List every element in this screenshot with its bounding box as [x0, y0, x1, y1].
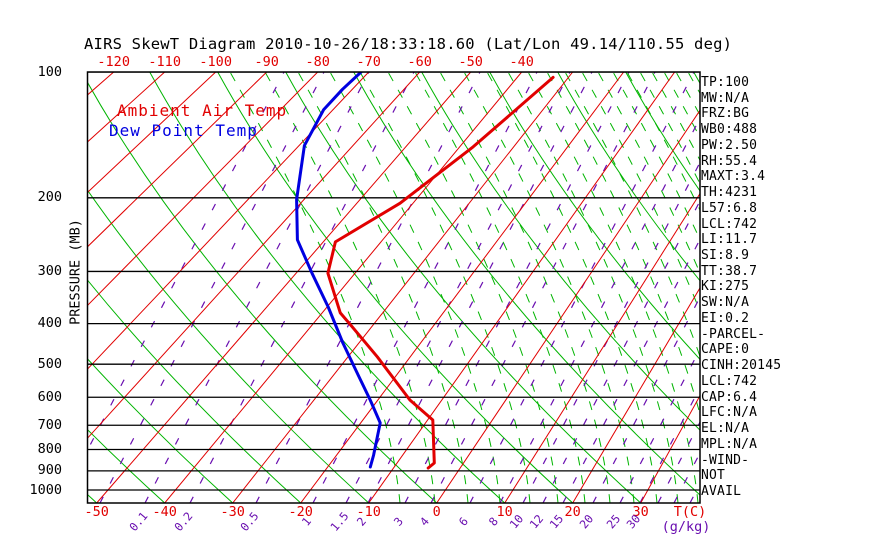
bottom-temp-tick: -10: [356, 504, 381, 520]
pressure-tick: 800: [37, 440, 62, 457]
bottom-temp-tick: 30: [632, 504, 649, 520]
stat-line: MAXT:3.4: [701, 169, 766, 185]
stat-line: CAP:6.4: [701, 389, 758, 405]
top-temp-tick: -90: [254, 54, 279, 70]
page-title: AIRS SkewT Diagram 2010-10-26/18:33:18.6…: [84, 35, 733, 53]
dry-adiabat-grid: [87, 72, 700, 503]
stat-line: WB0:488: [701, 122, 758, 138]
bottom-temp-tick: 20: [564, 504, 581, 520]
pressure-tick: 700: [37, 416, 62, 433]
bottom-temp-tick: -20: [288, 504, 313, 520]
stat-line: LCL:742: [701, 216, 758, 232]
stat-line: NOT: [701, 468, 726, 484]
pressure-tick: 1000: [29, 481, 62, 498]
plot-frame: [86, 71, 701, 504]
stat-line: FRZ:BG: [701, 106, 750, 122]
top-temp-tick: -120: [97, 54, 130, 70]
ambient-air-temp-line: [326, 75, 555, 470]
stat-line: RH:55.4: [701, 153, 758, 169]
pressure-tick: 400: [37, 315, 62, 332]
bottom-temp-tick: 0: [432, 504, 441, 520]
dew-point-temp-line: [295, 72, 382, 469]
moist-adiabat-grid: [229, 72, 700, 503]
legend-ambient-air-temp: Ambient Air Temp: [117, 101, 288, 120]
bottom-temp-tick: -40: [152, 504, 177, 520]
pressure-tick: 600: [37, 388, 62, 405]
stat-line: CAPE:0: [701, 342, 750, 358]
pressure-tick: 200: [37, 189, 62, 206]
stat-line: LCL:742: [701, 373, 758, 389]
legend-dew-point-temp: Dew Point Temp: [109, 121, 258, 140]
bottom-temp-tick: -30: [220, 504, 245, 520]
top-temp-tick: -40: [509, 54, 534, 70]
stat-line: LI:11.7: [701, 232, 758, 248]
stat-line: L57:6.8: [701, 200, 758, 216]
stat-line: AVAIL: [701, 483, 742, 499]
pressure-tick: 100: [37, 63, 62, 80]
top-temp-tick: -110: [148, 54, 181, 70]
stat-line: TH:4231: [701, 185, 758, 201]
stat-line: KI:275: [701, 279, 750, 295]
stat-line: MPL:N/A: [701, 436, 758, 452]
top-temp-tick: -80: [305, 54, 330, 70]
pressure-tick: 500: [37, 355, 62, 372]
stat-line: EL:N/A: [701, 421, 750, 437]
pressure-axis-title: PRESSURE (MB): [67, 219, 84, 325]
stat-line: TP:100: [701, 75, 750, 90]
pressure-tick: 900: [37, 462, 62, 479]
isobar-grid: [87, 72, 700, 491]
stat-line: TT:38.7: [701, 263, 758, 279]
bottom-temp-tick: 10: [496, 504, 513, 520]
top-temp-tick: -100: [199, 54, 232, 70]
stat-line: SW:N/A: [701, 295, 750, 311]
stat-line: EI:0.2: [701, 310, 750, 326]
stat-line: LFC:N/A: [701, 405, 758, 421]
stat-line: MW:N/A: [701, 90, 750, 106]
temp-unit-label: T(C): [673, 504, 707, 520]
bottom-temp-tick: -50: [84, 504, 109, 520]
pressure-tick: 300: [37, 262, 62, 279]
top-temp-tick: -60: [407, 54, 432, 70]
stat-line: -WIND-: [701, 452, 750, 468]
stat-line: SI:8.9: [701, 248, 750, 264]
stat-line: -PARCEL-: [701, 326, 766, 342]
stat-line: CINH:20145: [701, 358, 782, 374]
mixing-unit-label: (g/kg): [661, 519, 711, 535]
top-temp-tick: -50: [458, 54, 483, 70]
plot-grid: [87, 72, 700, 503]
top-temp-tick: -70: [356, 54, 381, 70]
isotherm-grid: [87, 72, 700, 503]
stat-line: PW:2.50: [701, 137, 758, 153]
mixing-ratio-grid: [87, 72, 700, 503]
